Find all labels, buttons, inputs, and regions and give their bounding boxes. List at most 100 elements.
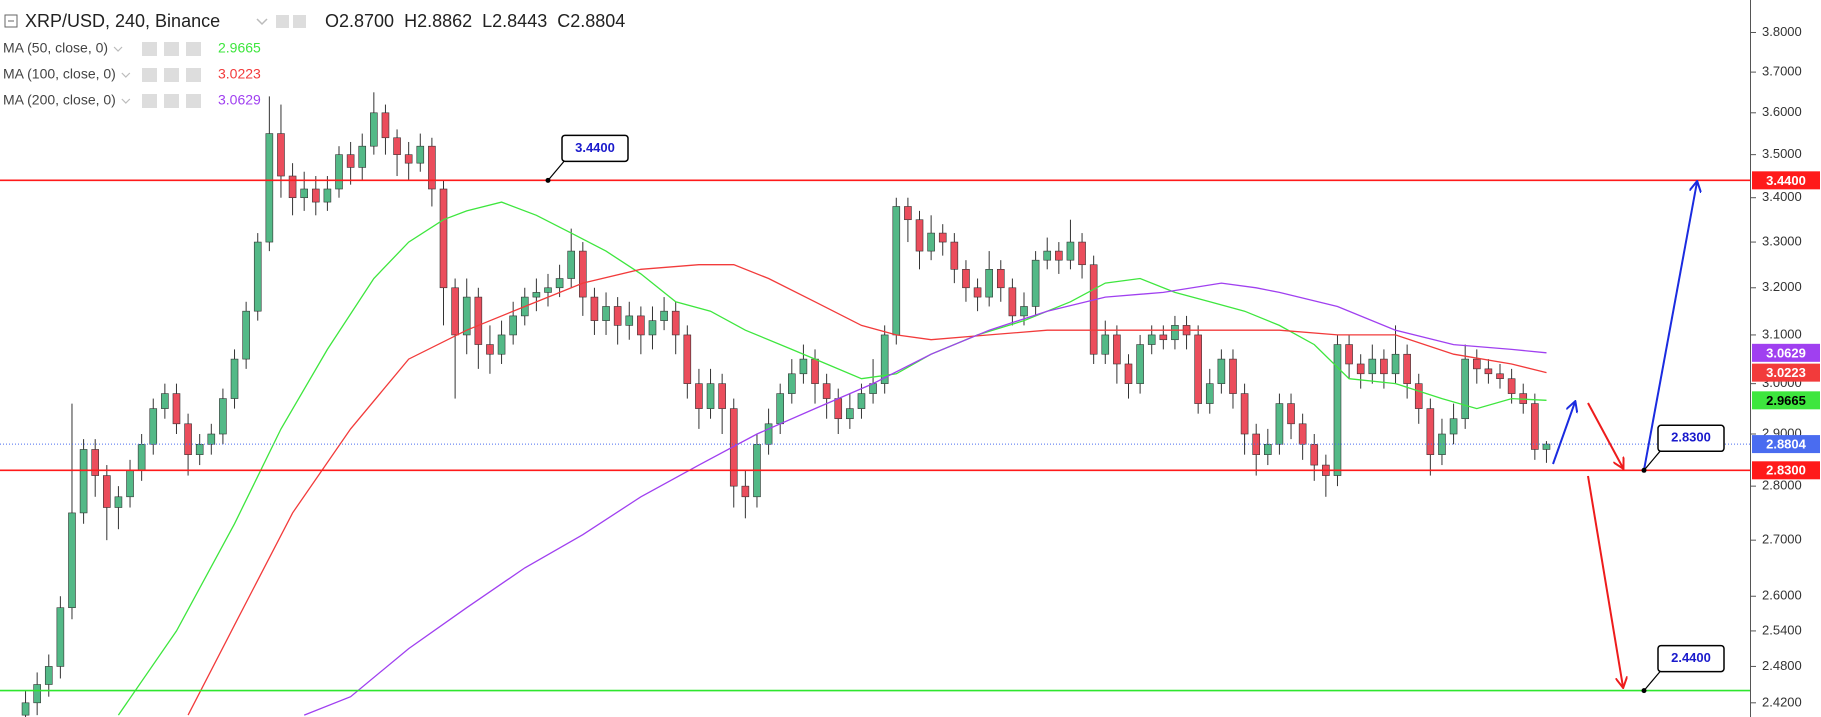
candle-body xyxy=(973,287,982,298)
candle-body xyxy=(1531,403,1539,450)
ma-legend-name: MA (100, close, 0) xyxy=(3,66,116,82)
candle-body xyxy=(996,269,1005,289)
candle-body xyxy=(671,310,680,336)
candle-body xyxy=(91,449,100,476)
candle-body xyxy=(358,145,367,168)
price-tag-label: 3.0223 xyxy=(1766,365,1806,380)
candle-body xyxy=(613,306,622,326)
candle-body xyxy=(1507,378,1516,394)
candle-body xyxy=(1171,325,1179,341)
candle-body xyxy=(1101,334,1110,355)
candle-body xyxy=(776,393,784,425)
y-tick-label: 3.4000 xyxy=(1762,189,1802,204)
eye-icon[interactable] xyxy=(276,15,289,28)
candle-body xyxy=(416,145,425,164)
ma-legend-value: 3.0223 xyxy=(218,66,261,82)
y-tick-label: 3.8000 xyxy=(1762,24,1802,39)
candle-body xyxy=(381,112,390,139)
callout-box xyxy=(561,134,629,163)
arrow-up xyxy=(1643,182,1697,471)
ohlc-key: L xyxy=(482,11,492,31)
candle-body xyxy=(509,315,517,336)
price-axis: 3.8000 3.7000 3.6000 3.5000 3.4000 3.3000 3.20… xyxy=(1750,24,1820,709)
price-tag-label: 2.8804 xyxy=(1766,437,1807,452)
symbol-title: XRP/USD, 240, Binance xyxy=(25,11,220,31)
ohlc-key: O xyxy=(325,11,339,31)
callout-box xyxy=(1657,644,1725,673)
ohlc-value: 2.8700 xyxy=(339,11,394,31)
price-tag xyxy=(1752,171,1820,190)
indicator-icon[interactable] xyxy=(186,94,201,108)
candle-body xyxy=(1078,241,1086,266)
candle-body xyxy=(68,512,76,609)
indicator-icon[interactable] xyxy=(164,42,179,56)
price-tag xyxy=(1752,435,1820,454)
indicator-icon[interactable] xyxy=(164,68,179,82)
candle-body xyxy=(1287,403,1295,425)
candle-body xyxy=(184,423,192,455)
candle-body xyxy=(439,188,448,289)
candle-body xyxy=(1391,353,1400,375)
candle-body xyxy=(1542,443,1551,450)
candle-body xyxy=(811,358,819,384)
y-tick-label: 3.3000 xyxy=(1762,233,1802,248)
y-tick-label: 2.4800 xyxy=(1762,658,1802,673)
candle-body xyxy=(497,334,506,355)
candle-body xyxy=(428,145,436,190)
candle-body xyxy=(242,310,250,360)
candle-body xyxy=(56,607,65,667)
dropdown-icon[interactable] xyxy=(121,98,131,104)
candle-body xyxy=(660,310,668,321)
candle-body xyxy=(648,320,657,336)
candle-body xyxy=(1229,358,1237,394)
y-tick-label: 3.6000 xyxy=(1762,104,1802,119)
callout-leader xyxy=(1643,450,1661,471)
price-tag-label: 3.0629 xyxy=(1766,345,1806,360)
indicator-icon[interactable] xyxy=(142,94,157,108)
candle-body xyxy=(880,334,889,384)
candle-body xyxy=(1136,344,1144,384)
candle-body xyxy=(1113,334,1121,365)
candle-body xyxy=(1496,373,1504,380)
ohlc-value: 2.8804 xyxy=(570,11,625,31)
callout-anchor xyxy=(1641,467,1647,473)
indicator-icon[interactable] xyxy=(186,68,201,82)
indicator-icon[interactable] xyxy=(164,94,179,108)
candle-body xyxy=(904,206,912,221)
dropdown-icon[interactable] xyxy=(113,46,123,52)
candle-body xyxy=(370,112,378,147)
candle-body xyxy=(277,133,285,177)
candle-body xyxy=(1298,423,1307,445)
candle-body xyxy=(149,408,158,445)
price-tag-label: 2.9665 xyxy=(1766,393,1806,408)
candle-body xyxy=(1089,264,1098,355)
candle-body xyxy=(764,423,773,445)
candle-body xyxy=(1031,259,1040,307)
candle-body xyxy=(474,296,483,345)
candle-body xyxy=(253,241,262,312)
candle-body xyxy=(1043,250,1052,261)
candle-body xyxy=(637,315,645,336)
candle-body xyxy=(451,287,459,336)
plot-area xyxy=(0,92,1750,717)
candle-body xyxy=(219,398,227,435)
dropdown-icon[interactable] xyxy=(121,72,131,78)
candle-body xyxy=(1205,383,1214,404)
legend: XRP/USD, 240, Binance O 2.8700 H 2.8862 L 2.8… xyxy=(3,11,625,108)
callout-label: 2.4400 xyxy=(1671,650,1711,665)
candle-body xyxy=(230,358,239,399)
dropdown-icon[interactable] xyxy=(256,18,268,26)
candle-body xyxy=(695,383,703,409)
callout-box xyxy=(1657,424,1725,453)
collapse-icon[interactable] xyxy=(4,14,18,28)
indicator-icon[interactable] xyxy=(142,68,157,82)
y-tick-label: 2.5400 xyxy=(1762,622,1802,637)
candle-body xyxy=(915,219,924,252)
indicator-icon[interactable] xyxy=(186,42,201,56)
candle-body xyxy=(729,408,738,487)
indicator-icon[interactable] xyxy=(142,42,157,56)
settings-icon[interactable] xyxy=(293,15,306,28)
y-tick-label: 3.7000 xyxy=(1762,64,1802,79)
candle-body xyxy=(1020,306,1028,317)
